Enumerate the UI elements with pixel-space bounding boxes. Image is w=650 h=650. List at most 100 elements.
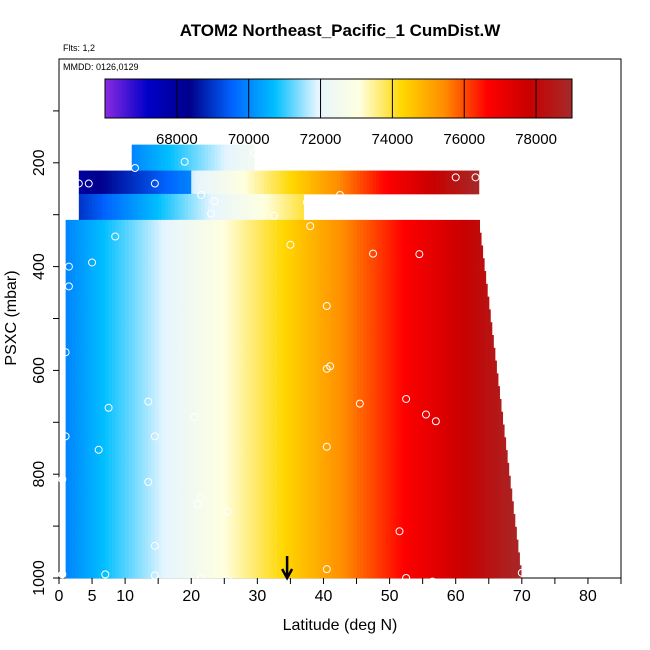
heatmap-cell [101,386,106,400]
heatmap-cell [498,411,503,425]
heatmap-cell [379,271,384,285]
observation-point [64,282,73,291]
heatmap-cell [111,182,116,195]
heatmap-cell [442,258,447,272]
heatmap-cell [482,245,484,259]
heatmap-cell [488,552,493,566]
heatmap-cell [346,283,351,298]
heatmap-cell [396,373,400,387]
heatmap-cell [283,488,288,502]
heatmap-cell [449,271,453,285]
heatmap-cell [240,258,245,272]
heatmap-cell [373,437,377,451]
heatmap-cell [472,296,476,310]
heatmap-cell [435,334,440,349]
heatmap-cell [462,296,467,310]
heatmap-cell [108,552,113,566]
heatmap-cell [396,514,400,528]
heatmap-cell [419,437,424,451]
heatmap-cell [373,450,377,464]
heatmap-cell [435,450,440,464]
heatmap-cell [220,424,225,438]
heatmap-cell [178,193,182,208]
heatmap-cell [459,347,463,361]
heatmap-cell [445,411,450,425]
heatmap-cell [402,411,407,425]
heatmap-cell [293,424,298,438]
heatmap-cell [455,182,460,195]
heatmap-cell [330,565,334,579]
heatmap-cell [171,322,176,336]
heatmap-cell [194,334,199,349]
heatmap-cell [419,450,424,464]
heatmap-cell [197,514,202,528]
heatmap-cell [125,424,129,438]
heatmap-cell [478,514,483,528]
heatmap-cell [382,424,387,438]
heatmap-cell [316,398,321,413]
heatmap-cell [439,347,443,361]
heatmap-cell [191,144,195,159]
heatmap-cell [184,258,189,272]
heatmap-cell [267,450,271,464]
heatmap-cell [187,157,192,171]
heatmap-cell [234,552,238,566]
heatmap-cell [386,501,390,515]
heatmap-cell [174,296,179,310]
heatmap-cell [409,526,414,541]
heatmap-cell [98,526,103,541]
heatmap-cell [108,514,113,528]
heatmap-cell [495,552,500,566]
heatmap-cell [178,398,182,413]
heatmap-cell [389,514,394,528]
heatmap-cell [310,398,314,413]
heatmap-cell [184,501,189,515]
heatmap-cell [366,373,371,387]
heatmap-cell [101,488,106,502]
heatmap-cell [204,258,209,272]
heatmap-cell [111,411,116,425]
heatmap-cell [419,514,424,528]
heatmap-cell [277,322,281,336]
heatmap-cell [455,398,460,413]
heatmap-cell [468,565,473,579]
heatmap-cell [141,206,146,221]
heatmap-cell [455,283,460,298]
heatmap-cell [293,501,298,515]
heatmap-cell [277,565,281,579]
heatmap-cell [333,514,338,528]
heatmap-cell [462,373,467,387]
heatmap-cell [181,334,186,349]
heatmap-cell [330,475,334,489]
heatmap-cell [435,539,440,553]
heatmap-cell [65,514,70,528]
heatmap-cell [240,526,245,541]
heatmap-cell [273,296,278,310]
heatmap-cell [465,347,470,361]
heatmap-cell [373,514,377,528]
heatmap-cell [392,475,397,489]
heatmap-cell [118,347,123,361]
heatmap-cell [303,539,308,553]
heatmap-cell [95,170,100,183]
heatmap-cell [244,258,248,272]
heatmap-cell [78,296,83,310]
heatmap-cell [455,347,460,361]
heatmap-cell [78,373,83,387]
heatmap-cell [230,411,235,425]
heatmap-cell [174,360,179,374]
heatmap-cell [168,475,172,489]
heatmap-cell [234,334,238,349]
heatmap-cell [392,462,397,477]
heatmap-cell [85,334,90,349]
heatmap-cell [336,360,341,374]
heatmap-cell [78,193,83,208]
heatmap-cell [300,245,305,259]
heatmap-cell [290,283,295,298]
heatmap-cell [68,386,73,400]
heatmap-cell [359,398,364,413]
heatmap-cell [247,334,252,349]
heatmap-cell [207,347,212,361]
heatmap-cell [244,450,248,464]
heatmap-cell [75,347,80,361]
